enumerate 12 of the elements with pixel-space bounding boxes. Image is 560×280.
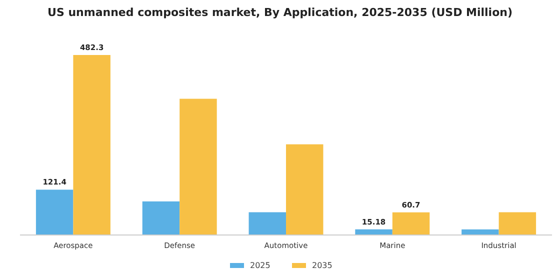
bar <box>498 212 536 235</box>
bar <box>248 212 286 235</box>
chart-title: US unmanned composites market, By Application, 2025-2035 (USD Million) <box>48 6 512 19</box>
bar <box>142 201 180 235</box>
bar <box>462 229 499 235</box>
bar <box>392 212 430 235</box>
bar <box>36 190 74 235</box>
bar <box>286 144 324 235</box>
bar <box>180 98 217 235</box>
legend-label: 2025 <box>250 261 270 270</box>
legend-label: 2035 <box>312 261 332 270</box>
bar <box>73 55 110 235</box>
